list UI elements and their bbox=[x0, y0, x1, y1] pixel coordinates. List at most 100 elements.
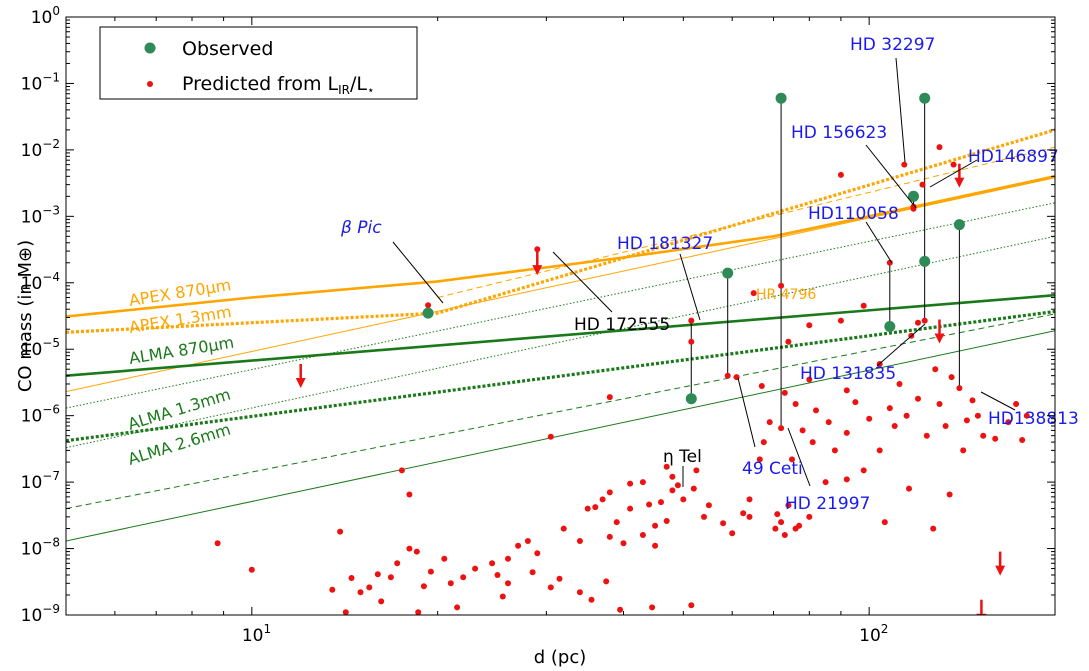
predicted-point-119 bbox=[329, 586, 336, 593]
predicted-point-33 bbox=[813, 407, 819, 414]
predicted-point-57 bbox=[831, 447, 838, 454]
predicted-point-18 bbox=[860, 302, 867, 309]
legend-label-predicted-sub2: ⋆ bbox=[367, 83, 375, 97]
predicted-point-72 bbox=[822, 479, 829, 486]
predicted-point-41 bbox=[903, 412, 910, 419]
predicted-point-122 bbox=[337, 528, 344, 535]
predicted-point-28 bbox=[806, 376, 813, 383]
annotation-hd156623: HD 156623 bbox=[791, 123, 887, 143]
predicted-point-64 bbox=[843, 476, 850, 483]
y-tick-label-7: 10−2 bbox=[21, 137, 60, 161]
observed-point-3 bbox=[775, 92, 787, 104]
observed-point-4 bbox=[884, 321, 896, 332]
predicted-point-52 bbox=[960, 447, 967, 454]
predicted-point-45 bbox=[992, 435, 999, 442]
predicted-point-149 bbox=[760, 439, 767, 446]
predicted-point-35 bbox=[886, 405, 893, 412]
predicted-point-27 bbox=[896, 381, 903, 387]
annotation-hd172555: HD 172555 bbox=[574, 315, 670, 335]
predicted-point-1 bbox=[534, 246, 541, 253]
predicted-point-140 bbox=[680, 496, 687, 503]
predicted-point-74 bbox=[720, 520, 727, 527]
predicted-point-100 bbox=[489, 560, 496, 567]
upper-limit-head-1 bbox=[532, 265, 543, 276]
predicted-point-131 bbox=[603, 578, 610, 585]
predicted-point-127 bbox=[576, 589, 583, 596]
annotation-arrow-hd146897 bbox=[929, 159, 978, 188]
x-axis-label: d (pc) bbox=[534, 647, 587, 668]
predicted-point-10 bbox=[901, 161, 908, 168]
annotation-hd32297: HD 32297 bbox=[850, 35, 935, 55]
annotation-arrow-hd156623 bbox=[865, 144, 917, 209]
predicted-point-62 bbox=[906, 485, 912, 492]
predicted-point-44 bbox=[980, 432, 987, 439]
predicted-point-0 bbox=[425, 302, 432, 309]
predicted-point-76 bbox=[690, 485, 697, 492]
observed-point-1 bbox=[685, 393, 697, 405]
sensitivity-lines bbox=[66, 128, 1055, 542]
predicted-point-151 bbox=[789, 456, 795, 463]
predicted-point-101 bbox=[472, 565, 479, 572]
annotation-beta-pic: β Pic bbox=[340, 218, 382, 238]
predicted-point-109 bbox=[394, 560, 401, 567]
predicted-point-95 bbox=[515, 542, 522, 549]
predicted-point-139 bbox=[627, 480, 634, 487]
annotation-hd146897: HD146897 bbox=[968, 147, 1059, 167]
y-tick-label-1: 10−8 bbox=[21, 536, 60, 560]
predicted-point-37 bbox=[936, 401, 943, 407]
predicted-point-98 bbox=[494, 572, 501, 578]
legend-marker-predicted bbox=[147, 81, 153, 87]
predicted-point-147 bbox=[756, 456, 763, 463]
annotation-hd131835: HD 131835 bbox=[800, 364, 896, 384]
predicted-point-145 bbox=[740, 510, 747, 517]
x-tick-label-1: 102 bbox=[859, 622, 888, 646]
upper-limit-head-2 bbox=[934, 333, 945, 344]
annotation-hd21997: HD 21997 bbox=[785, 494, 870, 514]
predicted-point-105 bbox=[427, 568, 434, 575]
observed-points bbox=[422, 92, 965, 405]
upper-limit-head-0 bbox=[295, 377, 306, 388]
predicted-point-21 bbox=[837, 317, 844, 324]
legend-box bbox=[99, 26, 418, 100]
predicted-point-96 bbox=[524, 538, 531, 544]
sensitivity-line-7 bbox=[66, 202, 1055, 409]
predicted-point-91 bbox=[606, 533, 613, 540]
predicted-point-88 bbox=[592, 504, 599, 511]
predicted-point-58 bbox=[860, 467, 867, 474]
legend-label-predicted-mid: /L bbox=[350, 73, 367, 95]
predicted-point-63 bbox=[930, 525, 937, 532]
plot-frame bbox=[65, 16, 1056, 616]
observed-point-5 bbox=[908, 190, 919, 202]
annotation-hr4796: HR 4796 bbox=[756, 287, 816, 303]
annotations bbox=[392, 57, 1016, 487]
predicted-point-9 bbox=[956, 385, 963, 392]
predicted-point-13 bbox=[910, 203, 917, 210]
annotation-arrow-hd181327 bbox=[679, 253, 701, 321]
predicted-point-50 bbox=[891, 423, 898, 429]
annotation-arrow-hd131835 bbox=[876, 323, 926, 367]
predicted-point-125 bbox=[547, 584, 554, 591]
annotation-arrow-hd172555 bbox=[552, 251, 613, 313]
predicted-point-34 bbox=[852, 399, 859, 406]
axis-ticks bbox=[65, 16, 1056, 616]
predicted-point-102 bbox=[460, 574, 467, 581]
sensitivity-line-5 bbox=[66, 309, 1055, 443]
predicted-point-40 bbox=[866, 415, 873, 422]
predicted-point-71 bbox=[772, 525, 779, 532]
predicted-point-89 bbox=[584, 505, 591, 512]
upper-limit-arrows bbox=[295, 163, 1006, 615]
predicted-point-4 bbox=[724, 372, 731, 379]
annotation-labels: β Pic HD 172555 HD 181327 HR 4796 η Tel … bbox=[340, 35, 1079, 514]
predicted-point-135 bbox=[547, 433, 554, 440]
predicted-point-61 bbox=[881, 519, 888, 526]
predicted-point-129 bbox=[529, 569, 536, 576]
upper-limit-head-3 bbox=[954, 177, 965, 188]
predicted-point-106 bbox=[420, 583, 427, 590]
predicted-point-97 bbox=[505, 555, 511, 562]
predicted-point-123 bbox=[214, 540, 221, 547]
predicted-point-121 bbox=[406, 491, 413, 498]
predicted-point-90 bbox=[613, 519, 620, 526]
predicted-point-152 bbox=[796, 522, 803, 529]
predicted-point-22 bbox=[915, 319, 921, 326]
